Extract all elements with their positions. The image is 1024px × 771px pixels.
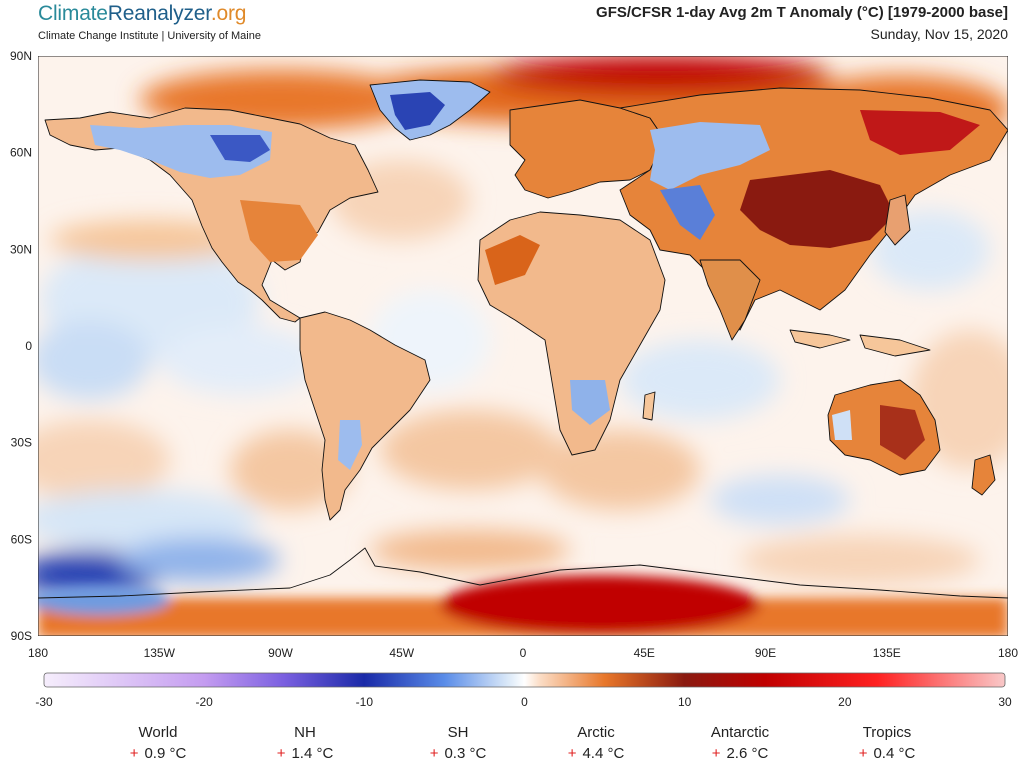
stat-value: +0.3 °C (429, 745, 487, 762)
lon-label: 180 (998, 646, 1018, 660)
lon-label: 45W (389, 646, 414, 660)
plus-sign: + (858, 745, 868, 762)
antarctica (38, 547, 1008, 599)
central-asia-cold (660, 185, 715, 240)
stat-region-name: Antarctic (710, 724, 770, 741)
regional-stats: World +0.9 °C NH +1.4 °C SH +0.3 °C Arctic +4.4… (0, 724, 1024, 771)
south-america-cool (338, 420, 362, 470)
stat-sh: SH +0.3 °C (388, 724, 528, 762)
colorbar-tick-labels: -30 -20 -10 0 10 20 30 (35, 695, 1012, 709)
site-subtitle: Climate Change Institute | University of… (38, 30, 261, 42)
stat-value: +1.4 °C (276, 745, 334, 762)
land-layer (38, 79, 1008, 599)
stat-value: +2.6 °C (711, 745, 769, 762)
colorbar-tick-label: 30 (998, 695, 1012, 709)
stat-arctic: Arctic +4.4 °C (526, 724, 666, 762)
stat-tropics: Tropics +0.4 °C (817, 724, 957, 762)
japan (884, 194, 911, 246)
logo-part-org: .org (210, 2, 247, 25)
lat-label: 60N (10, 146, 32, 160)
antarctica-anomaly (38, 575, 1008, 636)
stat-region-name: Arctic (577, 724, 615, 741)
lon-label: 0 (520, 646, 527, 660)
lat-label: 30N (10, 242, 32, 256)
lat-label: 30S (11, 436, 32, 450)
logo-part-climate: Climate (38, 2, 108, 25)
colorbar (43, 672, 1006, 688)
lon-label: 180 (28, 646, 48, 660)
plus-sign: + (711, 745, 721, 762)
plus-sign: + (276, 745, 286, 762)
indonesia-1 (789, 329, 851, 349)
stat-value: +0.9 °C (129, 745, 187, 762)
stat-region-name: SH (447, 724, 469, 741)
colorbar-tick-label: 10 (678, 695, 692, 709)
map-area (38, 56, 1008, 636)
india (699, 259, 761, 341)
plus-sign: + (129, 745, 139, 762)
canada-very-cold (210, 135, 270, 162)
plus-sign: + (567, 745, 577, 762)
ocean-anomaly-layer (38, 56, 1008, 600)
lat-label: 90N (10, 49, 32, 63)
site-logo[interactable]: ClimateReanalyzer.org (38, 2, 246, 26)
australia-hot (880, 405, 925, 460)
longitude-axis: 180 135W 90W 45W 0 45E 90E 135E 180 (28, 646, 1018, 660)
mongolia-china-hot (740, 170, 895, 248)
lon-label: 135E (873, 646, 901, 660)
usa-warm (240, 200, 318, 262)
siberia-cold-anomaly (650, 122, 770, 190)
stat-world: World +0.9 °C (88, 724, 228, 762)
plus-sign: + (429, 745, 439, 762)
lat-label: 0 (25, 339, 32, 353)
colorbar-tick-label: -30 (35, 695, 53, 709)
map-date: Sunday, Nov 15, 2020 (870, 26, 1008, 42)
colorbar-tick-label: -10 (356, 695, 374, 709)
colorbar-tick-label: 0 (521, 695, 528, 709)
madagascar (642, 391, 656, 421)
sahara-warm (485, 235, 540, 285)
latitude-axis: 90N 60N 30N 0 30S 60S 90S (10, 49, 32, 643)
lon-label: 90W (268, 646, 293, 660)
stat-region-name: World (138, 724, 178, 741)
anomaly-map: 90N 60N 30N 0 30S 60S 90S 180 135W 90W 45W 0 45E 90E… (10, 49, 1018, 709)
stat-value: +4.4 °C (567, 745, 625, 762)
logo-part-reanalyzer: Reanalyzer (107, 2, 211, 25)
europe (509, 99, 666, 199)
stat-region-name: Tropics (862, 724, 912, 741)
lat-label: 60S (11, 532, 32, 546)
colorbar-tick-label: 20 (838, 695, 852, 709)
stat-nh: NH +1.4 °C (235, 724, 375, 762)
indonesia-2 (859, 334, 931, 357)
stat-value: +0.4 °C (858, 745, 916, 762)
north-america (44, 107, 379, 323)
stat-region-name: NH (294, 724, 316, 741)
lon-label: 90E (755, 646, 776, 660)
stat-antarctic: Antarctic +2.6 °C (670, 724, 810, 762)
south-america (299, 311, 431, 521)
lon-label: 135W (144, 646, 176, 660)
east-siberia-hot (860, 110, 980, 155)
lon-label: 45E (634, 646, 655, 660)
australia-west-cool (832, 410, 852, 440)
southern-africa-cool (570, 380, 610, 425)
colorbar-tick-label: -20 (195, 695, 213, 709)
greenland-cold (390, 92, 445, 130)
lat-label: 90S (11, 629, 32, 643)
new-zealand (971, 454, 996, 496)
map-title: GFS/CFSR 1-day Avg 2m T Anomaly (°C) [19… (596, 4, 1008, 21)
